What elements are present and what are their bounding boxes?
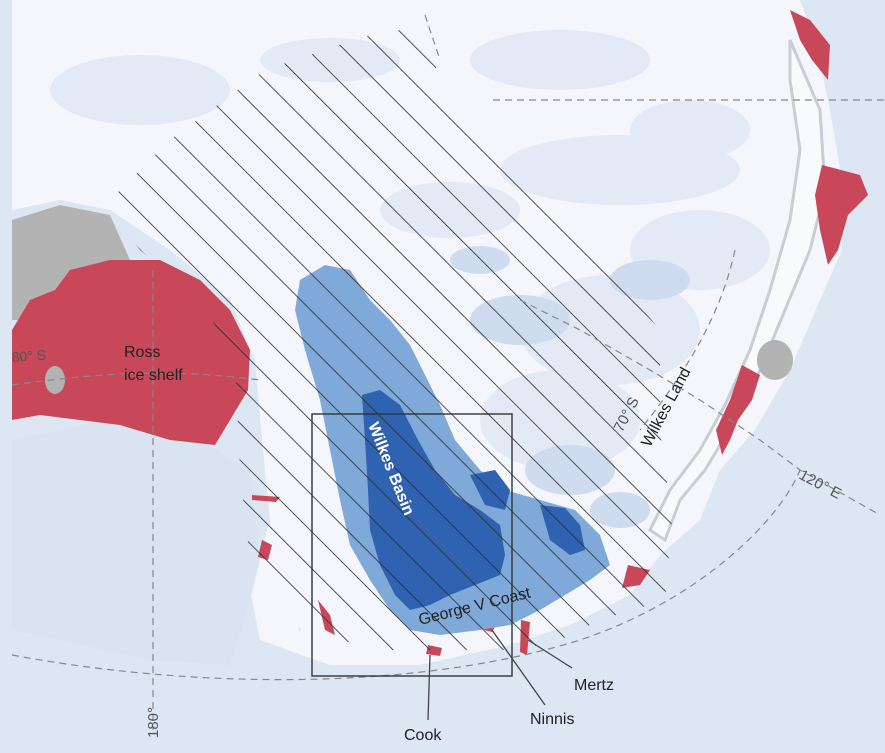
ross-label-line1: Ross — [124, 344, 160, 361]
nunatak — [757, 340, 793, 380]
ross-sea — [12, 420, 260, 665]
ninnis-glacier-label: Ninnis — [530, 711, 574, 728]
leader-lines — [427, 629, 573, 721]
study-area-box — [311, 413, 513, 677]
lat-80-label: 80° S — [11, 347, 46, 365]
ross-label-line2: ice shelf — [124, 367, 183, 384]
mertz-glacier-label: Mertz — [574, 677, 614, 694]
rock-island — [45, 366, 65, 394]
graticule — [11, 14, 885, 730]
ross-ice-shelf — [12, 260, 250, 445]
lon-180-label: 180° — [145, 707, 162, 738]
cook-glacier-label: Cook — [404, 727, 442, 744]
